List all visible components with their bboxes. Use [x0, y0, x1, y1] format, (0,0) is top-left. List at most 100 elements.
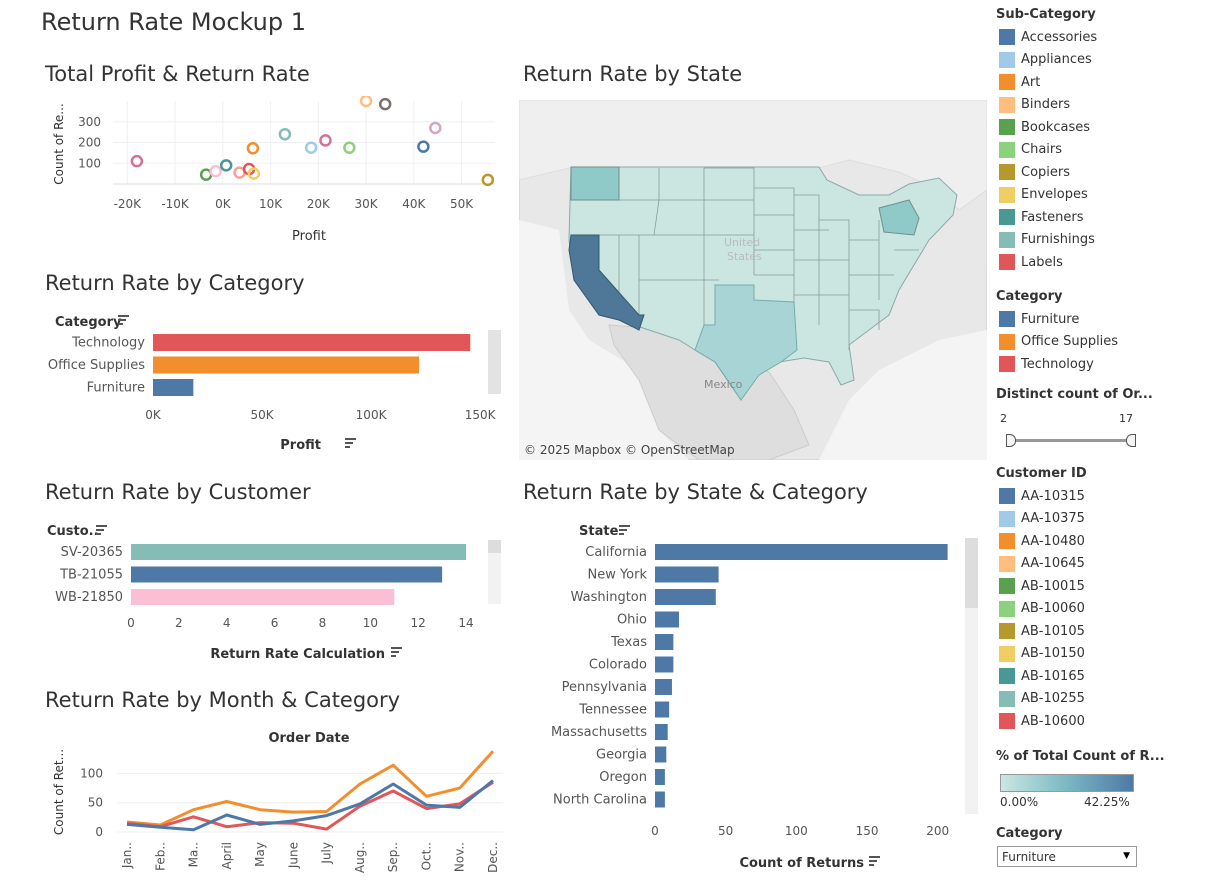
- distinct-count-slider-track[interactable]: [1010, 439, 1134, 442]
- scatter-point[interactable]: [130, 154, 144, 168]
- scatter-point[interactable]: [429, 121, 442, 135]
- state-california[interactable]: [568, 234, 645, 331]
- chevron-down-icon: ▼: [1123, 851, 1130, 861]
- customer-bar-chart[interactable]: Custo.. SV-20365 TB-21055 WB-21850 0 2 4 6 8 10…: [45, 516, 505, 666]
- subcategory-legend-item[interactable]: Chairs: [999, 139, 1097, 162]
- distinct-count-max: 17: [1119, 412, 1133, 425]
- customer-legend-item[interactable]: AB-10165: [999, 665, 1085, 688]
- state-washington[interactable]: [570, 166, 620, 201]
- subcategory-legend-item[interactable]: Envelopes: [999, 184, 1097, 207]
- customer-scrollbar-track[interactable]: [488, 540, 501, 604]
- distinct-count-slider-max-handle[interactable]: [1126, 434, 1136, 447]
- state-bar[interactable]: [655, 791, 665, 808]
- customer-sort-icon[interactable]: [96, 525, 107, 535]
- month-series-line[interactable]: [126, 780, 494, 831]
- state-bar[interactable]: [655, 679, 672, 695]
- subcategory-legend-item[interactable]: Appliances: [999, 49, 1097, 72]
- state-map[interactable]: United States Mexico © 2025 Mapbox © Ope…: [519, 100, 987, 460]
- map-credit[interactable]: © 2025 Mapbox © OpenStreetMap: [524, 443, 735, 457]
- state-bar[interactable]: [655, 656, 674, 673]
- subcategory-legend-item[interactable]: Binders: [999, 94, 1097, 117]
- state-bar[interactable]: [655, 769, 665, 785]
- pct-total-color-ramp: [1000, 774, 1134, 792]
- customer-bar[interactable]: [131, 566, 443, 583]
- customer-legend-item[interactable]: AB-10015: [999, 575, 1085, 598]
- category-x-sort-icon[interactable]: [345, 438, 356, 448]
- category-filter-dropdown[interactable]: Furniture ▼: [997, 846, 1137, 867]
- scatter-point[interactable]: [343, 141, 356, 154]
- category-legend-item[interactable]: Office Supplies: [999, 331, 1118, 354]
- subcategory-legend-item[interactable]: Bookcases: [999, 116, 1097, 139]
- state-texas[interactable]: [694, 284, 798, 401]
- category-scrollbar[interactable]: [488, 330, 501, 394]
- subcategory-legend-item[interactable]: Accessories: [999, 26, 1097, 49]
- scatter-point[interactable]: [378, 97, 392, 111]
- state-bar[interactable]: [655, 746, 667, 763]
- customer-scrollbar-thumb[interactable]: [488, 540, 501, 553]
- scatter-point[interactable]: [219, 159, 233, 172]
- subcategory-legend-item[interactable]: Furnishings: [999, 229, 1097, 252]
- subcategory-legend-label: Fasteners: [1021, 209, 1084, 225]
- customer-legend-item[interactable]: AA-10645: [999, 553, 1085, 576]
- scatter-point[interactable]: [246, 142, 260, 155]
- scatter-point[interactable]: [359, 96, 373, 108]
- subcategory-legend[interactable]: Accessories Appliances Art Binders Bookcases…: [999, 26, 1097, 276]
- customer-swatch: [999, 510, 1015, 527]
- scatter-point[interactable]: [417, 140, 430, 153]
- customer-legend-item[interactable]: AA-10315: [999, 485, 1085, 508]
- state-label: Massachusetts: [551, 725, 647, 740]
- category-legend-item[interactable]: Furniture: [999, 308, 1118, 331]
- state-new-york[interactable]: [878, 199, 920, 236]
- scatter-point[interactable]: [304, 141, 318, 154]
- customer-bar[interactable]: [131, 544, 467, 560]
- customer-legend-item[interactable]: AB-10060: [999, 598, 1085, 621]
- state-bar[interactable]: [655, 724, 668, 740]
- state-bar[interactable]: [655, 634, 674, 650]
- state-sort-icon[interactable]: [619, 525, 630, 535]
- category-legend[interactable]: Furniture Office Supplies Technology: [999, 308, 1118, 378]
- customer-legend-item[interactable]: AB-10600: [999, 710, 1085, 733]
- month-line-chart[interactable]: Order Date Count of Ret... Jan.. Feb.. Ma.…: [45, 726, 505, 884]
- customer-legend-item[interactable]: AB-10105: [999, 620, 1085, 643]
- customer-legend-item[interactable]: AB-10255: [999, 688, 1085, 711]
- distinct-count-slider-min-handle[interactable]: [1006, 434, 1016, 447]
- state-bar[interactable]: [655, 611, 680, 628]
- subcategory-legend-item[interactable]: Copiers: [999, 161, 1097, 184]
- month-series-line[interactable]: [126, 750, 495, 827]
- category-label: Office Supplies: [48, 358, 145, 373]
- customer-legend-label: AA-10315: [1021, 488, 1085, 504]
- customer-legend-item[interactable]: AA-10375: [999, 508, 1085, 531]
- subcategory-legend-item[interactable]: Fasteners: [999, 206, 1097, 229]
- state-scrollbar-thumb[interactable]: [965, 538, 978, 608]
- state-category-bar-chart[interactable]: State California New York Washington Ohio Te…: [519, 516, 989, 876]
- profit-scatter-chart[interactable]: Count of Re... Profit -20K -10K 0K 10K 20K 30…: [45, 96, 505, 248]
- state-bar[interactable]: [655, 701, 670, 718]
- subcategory-legend-item[interactable]: Art: [999, 71, 1097, 94]
- subcategory-legend-item[interactable]: Labels: [999, 251, 1097, 274]
- category-bar[interactable]: [153, 334, 471, 351]
- customer-legend-label: AB-10060: [1021, 601, 1085, 617]
- category-bar[interactable]: [153, 379, 194, 396]
- customer-legend-label: AA-10480: [1021, 533, 1085, 549]
- category-bar-chart[interactable]: Category Technology Office Supplies Furnit…: [45, 306, 505, 456]
- category-bar[interactable]: [153, 356, 420, 374]
- state-x-sort-icon[interactable]: [869, 856, 880, 866]
- customer-legend-item[interactable]: AB-10150: [999, 643, 1085, 666]
- customer-bar[interactable]: [131, 589, 395, 605]
- customer-legend-item[interactable]: AA-10480: [999, 530, 1085, 553]
- scatter-point[interactable]: [278, 127, 292, 141]
- state-bar[interactable]: [655, 566, 719, 583]
- state-bar[interactable]: [655, 589, 716, 605]
- scatter-point[interactable]: [481, 173, 495, 187]
- customer-x-sort-icon[interactable]: [391, 647, 402, 657]
- scatter-point[interactable]: [247, 167, 261, 180]
- scatter-point[interactable]: [319, 134, 332, 147]
- category-legend-item[interactable]: Technology: [999, 353, 1118, 376]
- state-bar[interactable]: [655, 544, 948, 560]
- scatter-point[interactable]: [209, 164, 222, 178]
- customer-legend[interactable]: AA-10315 AA-10375 AA-10480 AA-10645 AB-10015…: [999, 485, 1085, 735]
- month-series-line[interactable]: [126, 779, 494, 832]
- category-label: Technology: [71, 336, 145, 351]
- customer-x-axis-label: Return Rate Calculation: [210, 647, 385, 662]
- category-sort-icon[interactable]: [118, 315, 129, 325]
